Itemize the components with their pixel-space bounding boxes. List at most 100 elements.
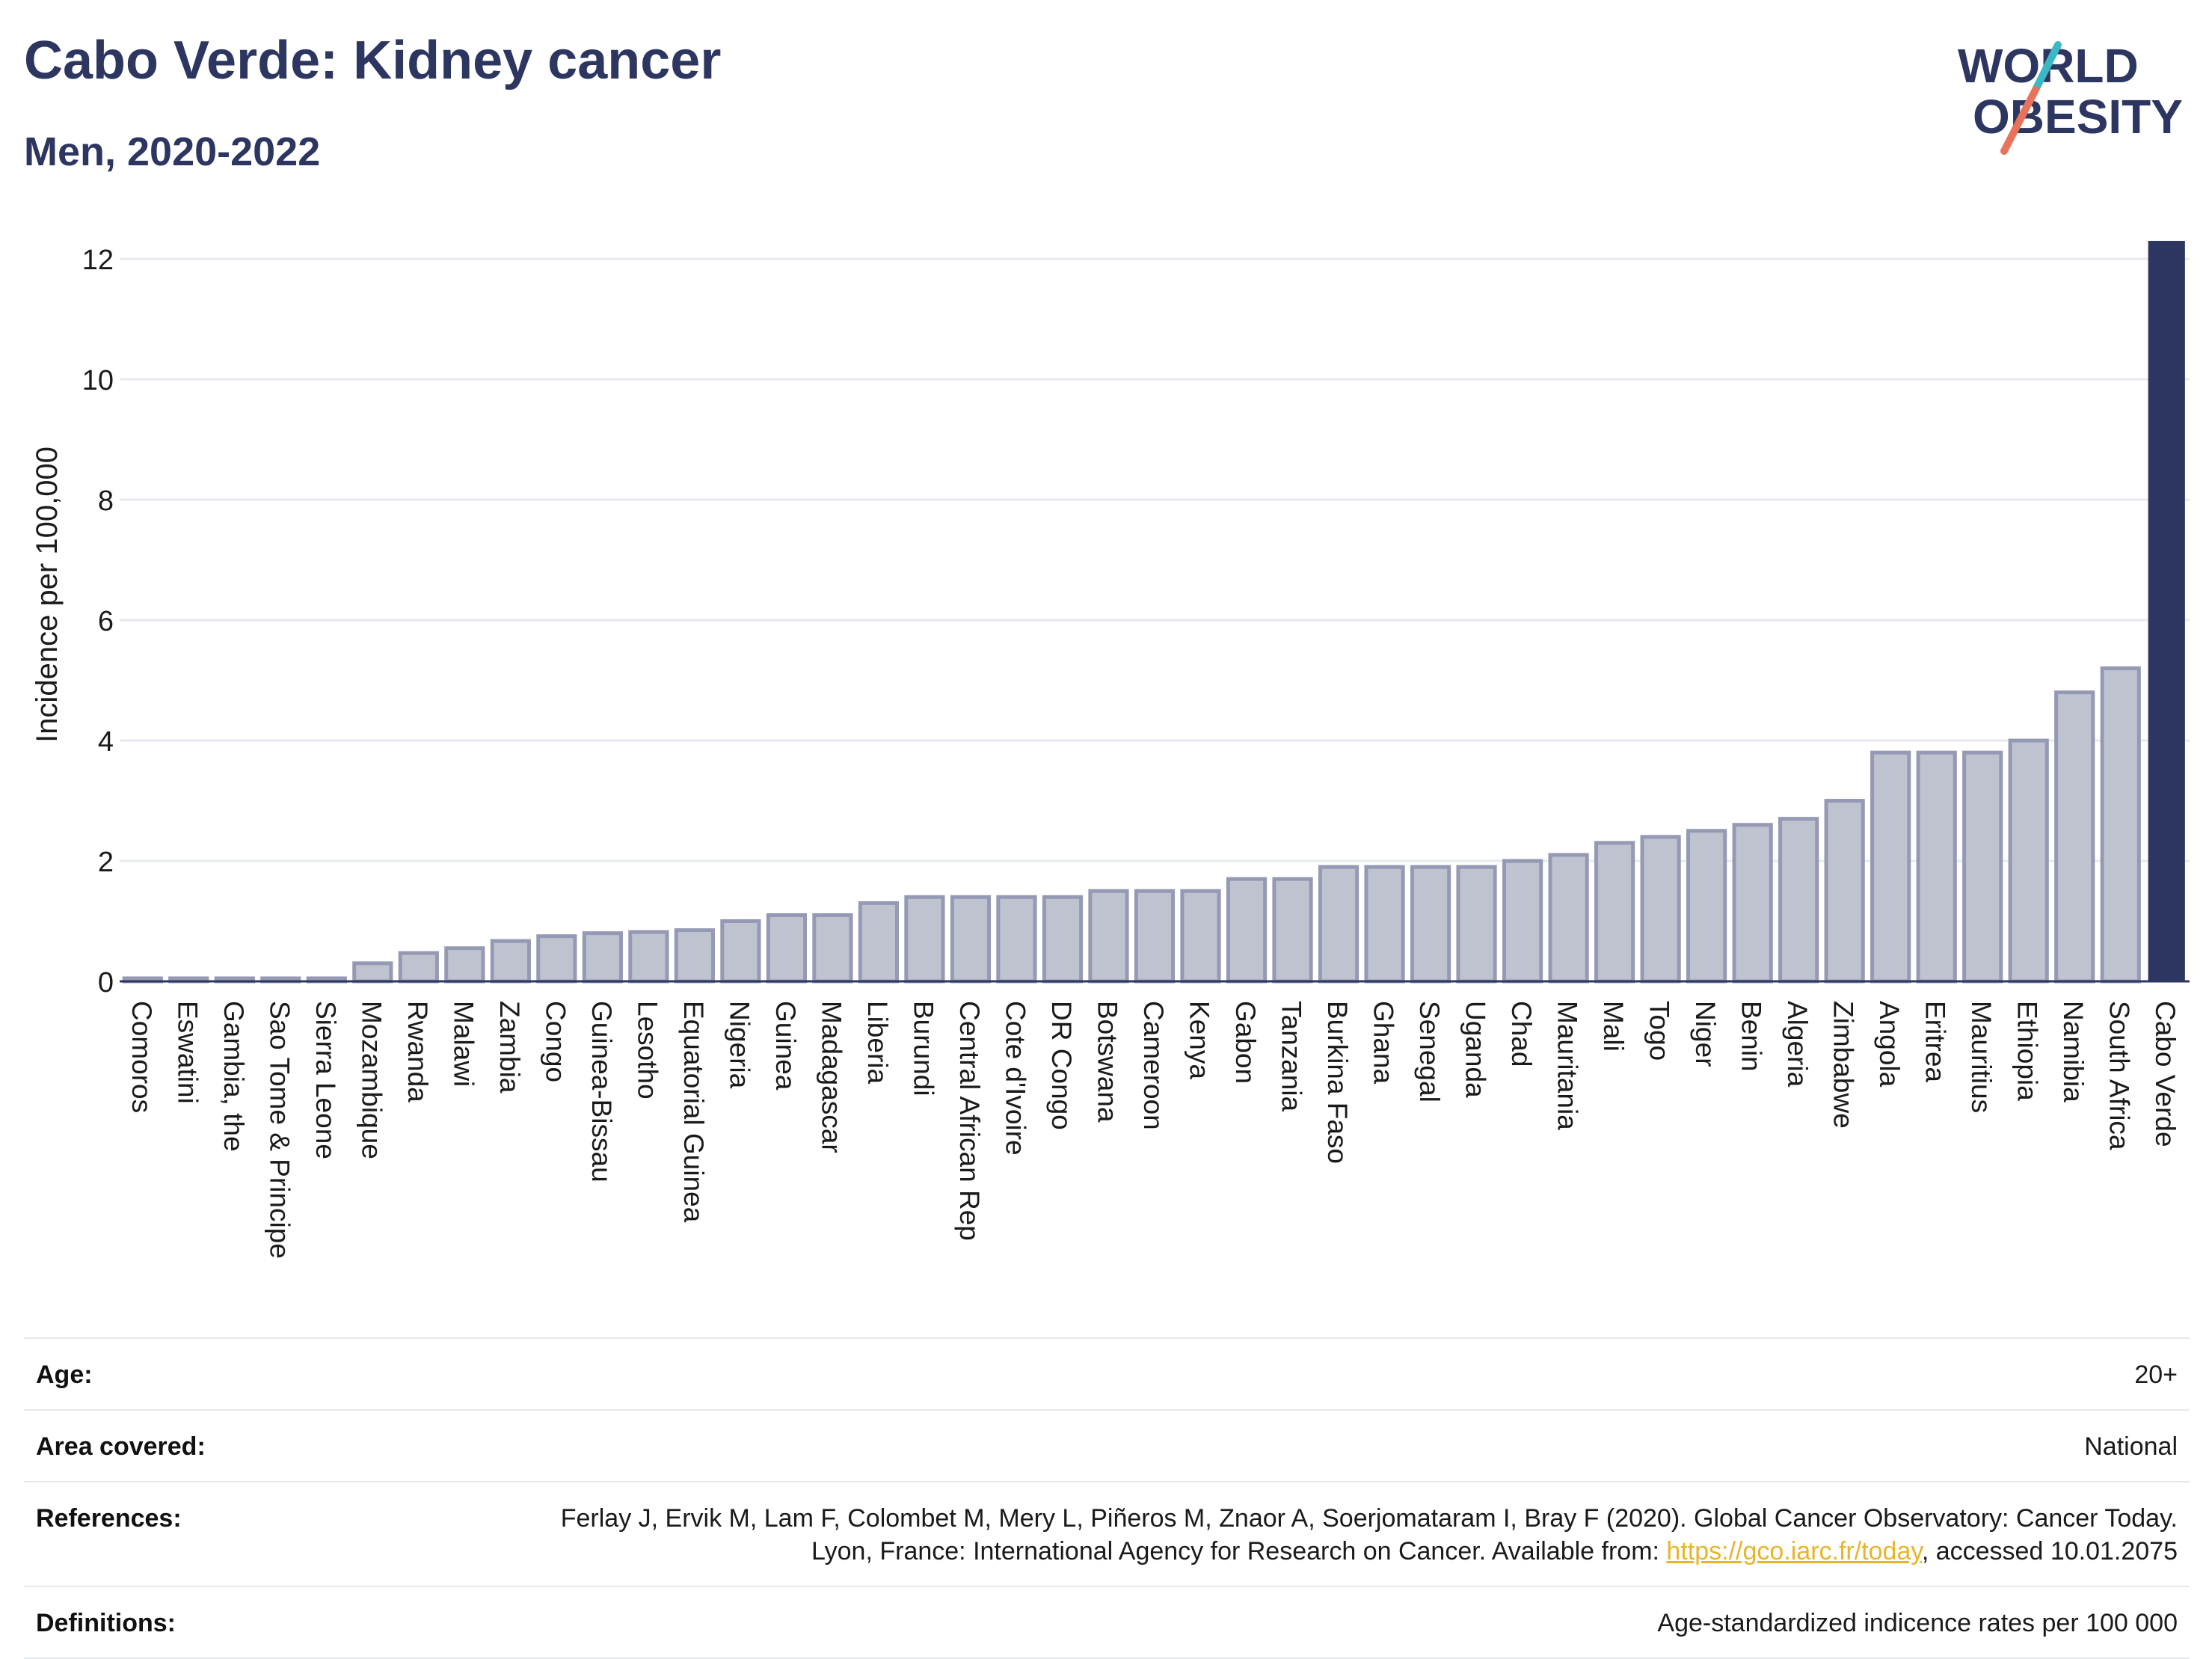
bar-chart: 0 2 4 6 8 10 12 Comoros Eswatini Gambia, the Sao … (31, 241, 2190, 1259)
x-tick-label: Senegal (1414, 1001, 1445, 1103)
x-tick-label: South Africa (2104, 1001, 2135, 1150)
x-tick-label: Mauritania (1552, 1001, 1583, 1130)
bar (1502, 859, 1543, 984)
x-tick-label: Tanzania (1276, 1001, 1307, 1112)
age-label: Age: (36, 1361, 93, 1389)
x-tick-label: DR Congo (1046, 1001, 1077, 1130)
x-tick-label: Uganda (1460, 1001, 1491, 1098)
bar (1732, 823, 1773, 984)
y-tick-label: 10 (82, 365, 114, 396)
bar (1778, 817, 1819, 984)
bar (1594, 841, 1635, 984)
x-tick-label: Gabon (1230, 1001, 1261, 1084)
definitions-label: Definitions: (36, 1609, 176, 1637)
x-tick-label: Mali (1598, 1001, 1629, 1052)
y-axis-ticks: 0 2 4 6 8 10 12 (82, 245, 114, 999)
x-tick-label: Chad (1506, 1001, 1537, 1067)
bar (1272, 877, 1313, 984)
x-tick-label: Kenya (1185, 1001, 1215, 1079)
bar (1364, 865, 1405, 984)
bar (398, 951, 439, 984)
info-table: Age: 20+ Area covered: National Referenc… (24, 1337, 2190, 1659)
bars-layer (120, 241, 2190, 984)
bar (1042, 895, 1084, 984)
area-value: National (2084, 1432, 2178, 1461)
x-tick-label: Ghana (1368, 1001, 1399, 1085)
x-tick-label: Burundi (908, 1001, 938, 1097)
x-tick-label: Ethiopia (2012, 1001, 2043, 1101)
references-link[interactable]: https://gco.iarc.fr/today (1666, 1537, 1922, 1566)
x-axis-ticks: Comoros Eswatini Gambia, the Sao Tome & Pri… (126, 1001, 2181, 1259)
x-tick-label: Mauritius (1966, 1001, 1997, 1113)
bar (628, 930, 669, 984)
bar (1824, 799, 1865, 984)
logo-slash-teal (2032, 41, 2062, 93)
bar (1410, 865, 1451, 984)
bar (1134, 889, 1176, 984)
x-tick-label: Malawi (448, 1001, 479, 1087)
references-row: References: Ferlay J, Ervik M, Lam F, Co… (24, 1481, 2190, 1586)
x-tick-label: Togo (1644, 1001, 1675, 1061)
bar (1548, 853, 1589, 984)
x-tick-label: Zambia (494, 1001, 525, 1094)
bar (1180, 889, 1221, 984)
bar (1088, 889, 1129, 984)
y-tick-label: 4 (98, 726, 114, 758)
x-tick-label: Mozambique (356, 1001, 387, 1159)
x-tick-label: Guinea-Bissau (586, 1001, 617, 1183)
age-value: 20+ (2134, 1361, 2178, 1389)
x-tick-label: Sierra Leone (310, 1001, 341, 1159)
logo-slash-coral (2000, 86, 2039, 155)
x-tick-label: Eswatini (172, 1001, 203, 1104)
x-tick-label: Sao Tome & Principe (264, 1001, 295, 1259)
bar (1318, 865, 1360, 984)
x-tick-label: Lesotho (632, 1001, 663, 1100)
bar (1962, 750, 2003, 984)
bar (1640, 835, 1681, 984)
bar (674, 928, 715, 984)
bar (582, 931, 623, 984)
x-tick-label: Namibia (2058, 1001, 2089, 1103)
x-tick-label: Madagascar (816, 1001, 847, 1153)
x-tick-label: Nigeria (724, 1001, 755, 1089)
y-tick-label: 2 (98, 847, 114, 878)
x-tick-label: Algeria (1782, 1001, 1813, 1088)
y-axis-label: Incidence per 100,000 (31, 447, 64, 743)
x-tick-label: Gambia, the (218, 1001, 249, 1152)
x-tick-label: Rwanda (402, 1001, 433, 1103)
bar (2100, 666, 2141, 984)
x-tick-label: Eritrea (1920, 1001, 1951, 1082)
references-text: Ferlay J, Ervik M, Lam F, Colombet M, Me… (560, 1504, 2178, 1566)
bar (352, 961, 393, 984)
bar (904, 895, 945, 984)
bar (1686, 829, 1727, 984)
chart-title: Cabo Verde: Kidney cancer (24, 31, 722, 91)
x-tick-label: Cote d'Ivoire (1000, 1001, 1030, 1156)
y-tick-label: 0 (98, 967, 114, 999)
x-tick-label: Botswana (1092, 1001, 1122, 1123)
bar (2008, 738, 2049, 984)
bar (950, 895, 992, 984)
x-tick-label: Equatorial Guinea (678, 1001, 709, 1223)
x-tick-label: Burkina Faso (1322, 1001, 1353, 1164)
x-tick-label: Central African Rep (954, 1001, 985, 1241)
definitions-row: Definitions: Age-standardized indicence … (24, 1586, 2190, 1659)
x-tick-label: Cameroon (1138, 1001, 1169, 1130)
x-tick-label: Benin (1736, 1001, 1767, 1072)
x-tick-label: Liberia (862, 1001, 893, 1084)
x-tick-label: Angola (1874, 1001, 1905, 1088)
bar (1456, 865, 1497, 984)
bar (858, 901, 900, 984)
age-row: Age: 20+ (24, 1337, 2190, 1409)
x-tick-label: Guinea (770, 1001, 801, 1091)
y-tick-label: 12 (82, 245, 114, 276)
x-tick-label: Zimbabwe (1828, 1001, 1859, 1129)
references-suffix: , accessed 10.01.2075 (1921, 1537, 2178, 1566)
bar (812, 913, 853, 984)
x-tick-label: Niger (1690, 1001, 1721, 1067)
bar (1870, 750, 1911, 984)
area-row: Area covered: National (24, 1409, 2190, 1481)
bar (444, 946, 485, 984)
bar (2054, 690, 2095, 984)
x-tick-label: Congo (540, 1001, 571, 1082)
